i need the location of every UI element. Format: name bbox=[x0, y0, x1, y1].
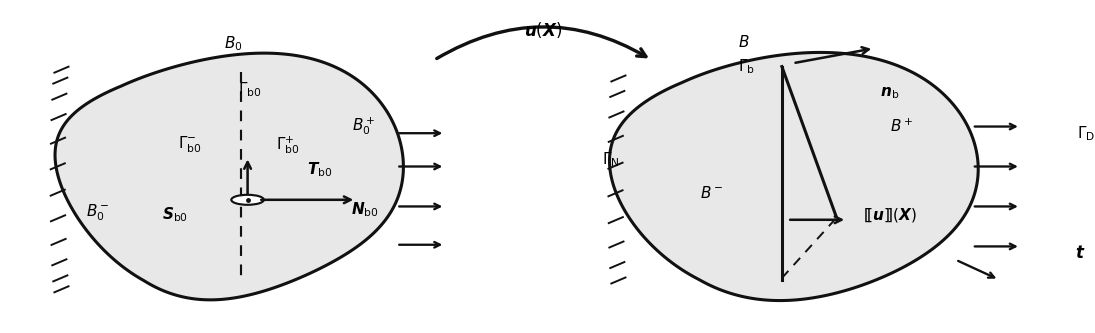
Text: $\boldsymbol{S}_{\mathrm{b0}}$: $\boldsymbol{S}_{\mathrm{b0}}$ bbox=[162, 205, 188, 224]
Text: $B^+$: $B^+$ bbox=[889, 118, 913, 135]
Text: $B_0^-$: $B_0^-$ bbox=[87, 203, 110, 223]
Polygon shape bbox=[55, 53, 403, 300]
Text: $\boldsymbol{u}(\boldsymbol{X})$: $\boldsymbol{u}(\boldsymbol{X})$ bbox=[523, 20, 562, 40]
Text: $B_0$: $B_0$ bbox=[224, 34, 243, 53]
Text: $\boldsymbol{t}$: $\boldsymbol{t}$ bbox=[1075, 244, 1086, 262]
Text: $B_0^+$: $B_0^+$ bbox=[353, 116, 376, 138]
Text: $\mathit{\Gamma}_{\mathrm{b0}}^{+}$: $\mathit{\Gamma}_{\mathrm{b0}}^{+}$ bbox=[276, 134, 300, 156]
Text: $[\![\boldsymbol{u}]\!](\boldsymbol{X})$: $[\![\boldsymbol{u}]\!](\boldsymbol{X})$ bbox=[863, 206, 918, 224]
Text: $\mathit{\Gamma}_{\mathrm{b}}$: $\mathit{\Gamma}_{\mathrm{b}}$ bbox=[738, 57, 754, 76]
Text: $B^-$: $B^-$ bbox=[700, 185, 723, 201]
Text: $\boldsymbol{n}_{\mathrm{b}}$: $\boldsymbol{n}_{\mathrm{b}}$ bbox=[879, 85, 899, 101]
Polygon shape bbox=[610, 52, 978, 301]
Text: $\boldsymbol{T}_{\mathrm{b0}}$: $\boldsymbol{T}_{\mathrm{b0}}$ bbox=[308, 161, 333, 179]
Text: $\mathit{\Gamma}_{\mathrm{N}}$: $\mathit{\Gamma}_{\mathrm{N}}$ bbox=[601, 151, 619, 169]
Text: $\boldsymbol{N}_{\mathrm{b0}}$: $\boldsymbol{N}_{\mathrm{b0}}$ bbox=[350, 200, 379, 219]
Text: $B$: $B$ bbox=[738, 34, 750, 50]
Circle shape bbox=[231, 195, 264, 205]
Text: $\mathit{\Gamma}_{\mathrm{b0}}^{-}$: $\mathit{\Gamma}_{\mathrm{b0}}^{-}$ bbox=[178, 135, 201, 155]
Text: $\mathit{\Gamma}_{\mathrm{b0}}$: $\mathit{\Gamma}_{\mathrm{b0}}$ bbox=[238, 81, 262, 99]
Text: $\mathit{\Gamma}_{\mathrm{D}}$: $\mathit{\Gamma}_{\mathrm{D}}$ bbox=[1076, 124, 1095, 143]
